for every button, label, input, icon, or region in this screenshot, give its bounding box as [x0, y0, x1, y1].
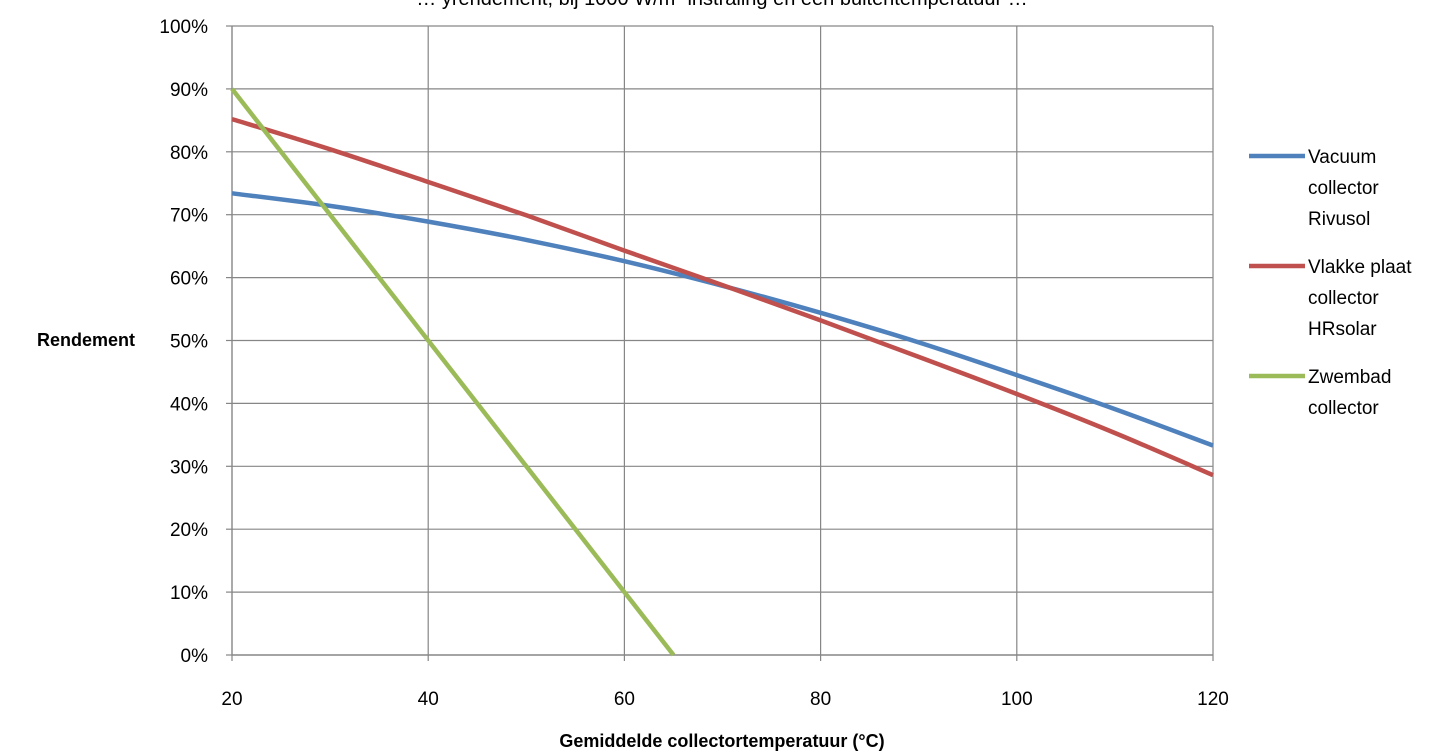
x-tick-label: 80 [810, 689, 831, 710]
gridlines [232, 25, 1214, 655]
y-tick-label: 50% [170, 332, 208, 353]
y-tick-label: 0% [181, 646, 209, 667]
y-tick-label: 60% [170, 269, 208, 290]
x-tick-label: 100 [1001, 689, 1033, 710]
legend: Vacuum collector Rivusol Vlakke plaat collec… [1249, 147, 1412, 419]
x-tick-label: 60 [614, 689, 635, 710]
y-tick-label: 90% [170, 80, 208, 101]
y-tick-label: 20% [170, 520, 208, 541]
legend-label-2: collector [1308, 288, 1379, 309]
series-line-1 [231, 191, 1214, 448]
x-tick-label: 120 [1197, 689, 1229, 710]
y-tick-label: 100% [159, 17, 208, 38]
chart-title: … yrendement, bij 1000 W/m² instraling e… [416, 0, 1027, 10]
y-tick-label: 80% [170, 143, 208, 164]
legend-label-3: collector [1308, 398, 1379, 419]
x-axis-tick-labels: 20 40 60 80 100 120 [221, 689, 1228, 710]
series-lines [230, 87, 1214, 657]
y-tick-label: 40% [170, 394, 208, 415]
legend-label-1: Vacuum [1308, 147, 1376, 168]
y-tick-label: 10% [170, 583, 208, 604]
axes [226, 25, 1214, 661]
series-line-2 [231, 116, 1214, 478]
x-axis-title: Gemiddelde collectortemperatuur (°C) [559, 731, 884, 751]
legend-label-1: collector [1308, 178, 1379, 199]
series-line-3 [230, 87, 676, 657]
legend-label-3: Zwembad [1308, 367, 1391, 388]
y-axis-tick-labels: 0% 10% 20% 30% 40% 50% 60% 70% 80% 90% 100% [159, 17, 208, 667]
x-tick-label: 40 [418, 689, 439, 710]
x-tick-label: 20 [221, 689, 242, 710]
legend-label-1: Rivusol [1308, 209, 1370, 230]
y-tick-label: 70% [170, 206, 208, 227]
legend-label-2: Vlakke plaat [1308, 257, 1412, 278]
y-tick-label: 30% [170, 457, 208, 478]
y-axis-title: Rendement [37, 330, 135, 350]
legend-label-2: HRsolar [1308, 319, 1377, 340]
